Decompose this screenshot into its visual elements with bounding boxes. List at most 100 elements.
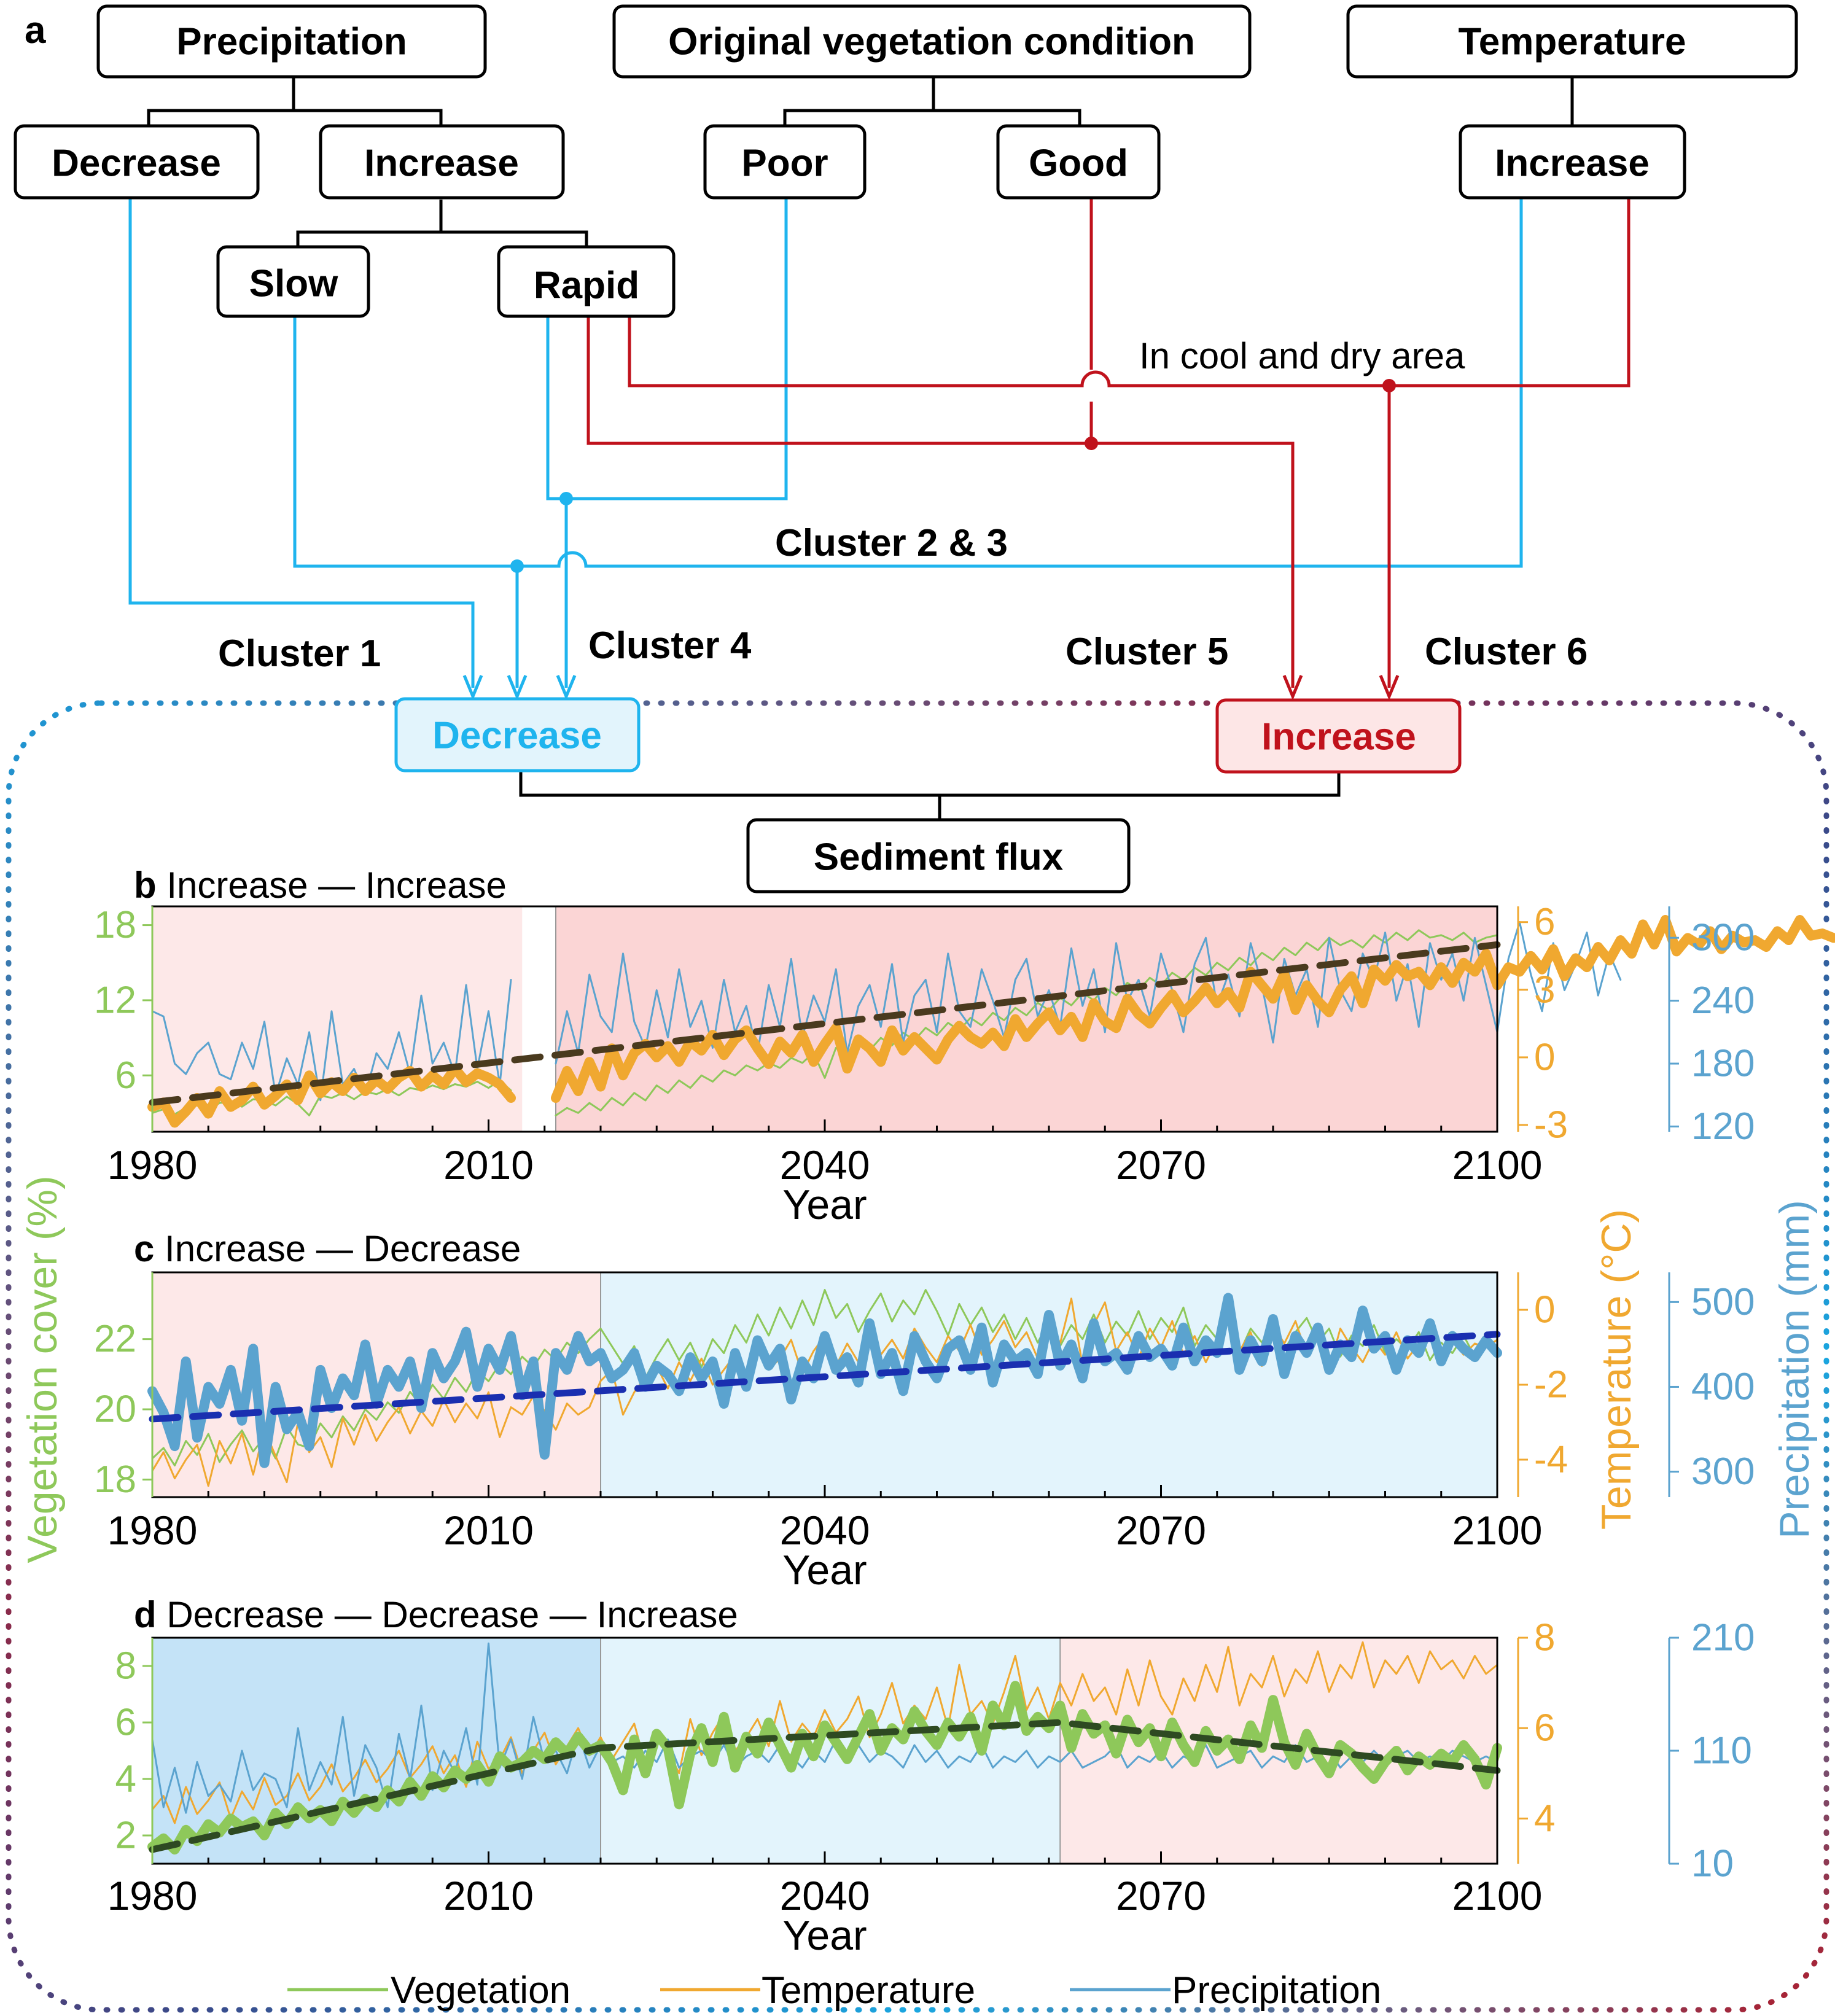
red-junction-dot bbox=[1382, 379, 1396, 392]
outcome-decrease-box bbox=[394, 697, 641, 773]
precip-tree-connector bbox=[147, 77, 588, 247]
trend-line bbox=[149, 941, 1501, 1106]
blue-arrowhead bbox=[462, 675, 483, 701]
highlight-temperature-line bbox=[551, 915, 1835, 1103]
temperature-tick-label: -4 bbox=[1534, 1439, 1568, 1481]
x-tick-label: 2010 bbox=[443, 1142, 534, 1188]
precipitation-tick-label: 180 bbox=[1691, 1043, 1755, 1085]
x-tick-label: 2040 bbox=[780, 1142, 870, 1188]
blue-path-cluster-4-rapid bbox=[546, 198, 788, 500]
trend-line bbox=[149, 1331, 1501, 1423]
blue-junction-dot bbox=[510, 559, 524, 573]
temperature-tick-label: -2 bbox=[1534, 1364, 1568, 1406]
x-tick-label: 2100 bbox=[1452, 1142, 1543, 1188]
temperature-tick-label: 3 bbox=[1534, 968, 1555, 1011]
precip-decrease-box bbox=[14, 124, 260, 200]
precipitation-tick-label: 300 bbox=[1691, 917, 1755, 959]
precipitation-box bbox=[96, 4, 487, 79]
panel-d-title: d Decrease — Decrease — Increase bbox=[134, 1594, 738, 1635]
veg-tree-connector bbox=[783, 77, 1081, 126]
x-tick-label: 1980 bbox=[107, 1142, 198, 1188]
x-tick-label: 2070 bbox=[1116, 1873, 1206, 1918]
slow-box bbox=[216, 245, 370, 318]
x-tick-label: 2010 bbox=[443, 1873, 534, 1918]
panel-b-title-text: Increase — Increase bbox=[166, 865, 507, 906]
cluster-2-3-label: Cluster 2 & 3 bbox=[775, 522, 1008, 564]
x-tick-label: 2070 bbox=[1116, 1508, 1206, 1553]
red-path-cluster-6 bbox=[628, 198, 1630, 387]
vegetation-tick-label: 12 bbox=[94, 979, 136, 1021]
panel-d-letter: d bbox=[134, 1594, 166, 1635]
good-box bbox=[996, 124, 1161, 200]
precipitation-tick-label: 10 bbox=[1691, 1843, 1734, 1885]
panel-c-letter: c bbox=[134, 1228, 165, 1269]
red-arrowhead bbox=[1282, 675, 1303, 701]
cluster-1-label: Cluster 1 bbox=[218, 632, 381, 675]
poor-label: Poor bbox=[741, 142, 828, 185]
trend-line bbox=[149, 1719, 1501, 1853]
temperature-label: Temperature bbox=[1459, 21, 1686, 63]
vegetation-tick-label: 22 bbox=[94, 1318, 136, 1360]
good-label: Good bbox=[1029, 142, 1128, 185]
precipitation-tick-label: 210 bbox=[1691, 1617, 1755, 1659]
x-tick-label: 2070 bbox=[1116, 1142, 1206, 1188]
sediment-flux-box bbox=[746, 818, 1131, 893]
x-axis-label: Year bbox=[782, 1547, 867, 1594]
panel-c-title: c Increase — Decrease bbox=[134, 1228, 521, 1269]
veg-condition-label: Original vegetation condition bbox=[668, 21, 1195, 63]
cluster-5-label: Cluster 5 bbox=[1066, 631, 1228, 673]
panel-b: b Increase — Increase 1980 2010 2040 2070 210… bbox=[94, 865, 1835, 1228]
rapid-label: Rapid bbox=[534, 265, 639, 307]
precipitation-line bbox=[151, 1642, 1498, 1814]
vegetation-tick-label: 20 bbox=[94, 1388, 136, 1431]
vegetation-tick-label: 8 bbox=[115, 1645, 136, 1687]
outcome-increase-label: Increase bbox=[1261, 716, 1416, 758]
blue-arrowhead bbox=[556, 675, 577, 701]
panel-b-letter: b bbox=[134, 865, 166, 906]
temperature-tick-label: 8 bbox=[1534, 1617, 1555, 1659]
red-path-cluster-5 bbox=[586, 316, 1295, 688]
temperature-line bbox=[151, 1641, 1498, 1824]
precipitation-tick-label: 300 bbox=[1691, 1450, 1755, 1493]
x-tick-label: 1980 bbox=[107, 1873, 198, 1918]
vegetation-tick-label: 6 bbox=[115, 1054, 136, 1097]
panel-a-label: a bbox=[25, 9, 46, 52]
legend-temperature-label: Temperature bbox=[762, 1969, 975, 2012]
x-tick-label: 1980 bbox=[107, 1508, 198, 1553]
temperature-tick-label: 6 bbox=[1534, 1707, 1555, 1749]
x-tick-label: 2040 bbox=[780, 1873, 870, 1918]
precipitation-tick-label: 500 bbox=[1691, 1281, 1755, 1323]
x-tick-label: 2100 bbox=[1452, 1873, 1543, 1918]
y-axis-label-vegetation: Vegetation cover (%) bbox=[19, 1175, 66, 1563]
panel-c-title-text: Increase — Decrease bbox=[165, 1228, 521, 1269]
x-tick-label: 2040 bbox=[780, 1508, 870, 1553]
temperature-tick-label: 6 bbox=[1534, 901, 1555, 943]
panel-a: a bbox=[6, 4, 1829, 2013]
veg-condition-box bbox=[612, 4, 1252, 79]
precipitation-tick-label: 120 bbox=[1691, 1105, 1755, 1148]
vegetation-line bbox=[555, 929, 1498, 1116]
precip-increase-box bbox=[319, 124, 565, 200]
slow-label: Slow bbox=[249, 263, 338, 305]
blue-path-cluster-1 bbox=[128, 198, 475, 688]
precipitation-tick-label: 110 bbox=[1691, 1730, 1752, 1772]
legend: Vegetation Temperature Precipitation bbox=[287, 1969, 1381, 2012]
precipitation-label: Precipitation bbox=[176, 21, 407, 63]
poor-box bbox=[703, 124, 867, 200]
legend-vegetation-label: Vegetation bbox=[391, 1969, 571, 2012]
precip-decrease-label: Decrease bbox=[52, 142, 221, 185]
red-arrowhead bbox=[1379, 675, 1400, 701]
sediment-flux-label: Sediment flux bbox=[814, 836, 1064, 879]
highlight-vegetation-line bbox=[147, 1681, 1502, 1854]
vegetation-tick-label: 18 bbox=[94, 904, 136, 946]
blue-junction-dot bbox=[559, 492, 573, 505]
x-tick-label: 2100 bbox=[1452, 1508, 1543, 1553]
legend-precipitation-label: Precipitation bbox=[1172, 1969, 1381, 2012]
panel-c: c Increase — Decrease 1980 2010 2040 2070 210… bbox=[94, 1228, 1755, 1594]
blue-arrowhead bbox=[507, 675, 528, 701]
x-axis-label: Year bbox=[782, 1912, 867, 1959]
precip-increase-label: Increase bbox=[364, 142, 519, 185]
temperature-tick-label: -3 bbox=[1534, 1103, 1568, 1146]
cool-dry-annotation: In cool and dry area bbox=[1139, 335, 1465, 376]
